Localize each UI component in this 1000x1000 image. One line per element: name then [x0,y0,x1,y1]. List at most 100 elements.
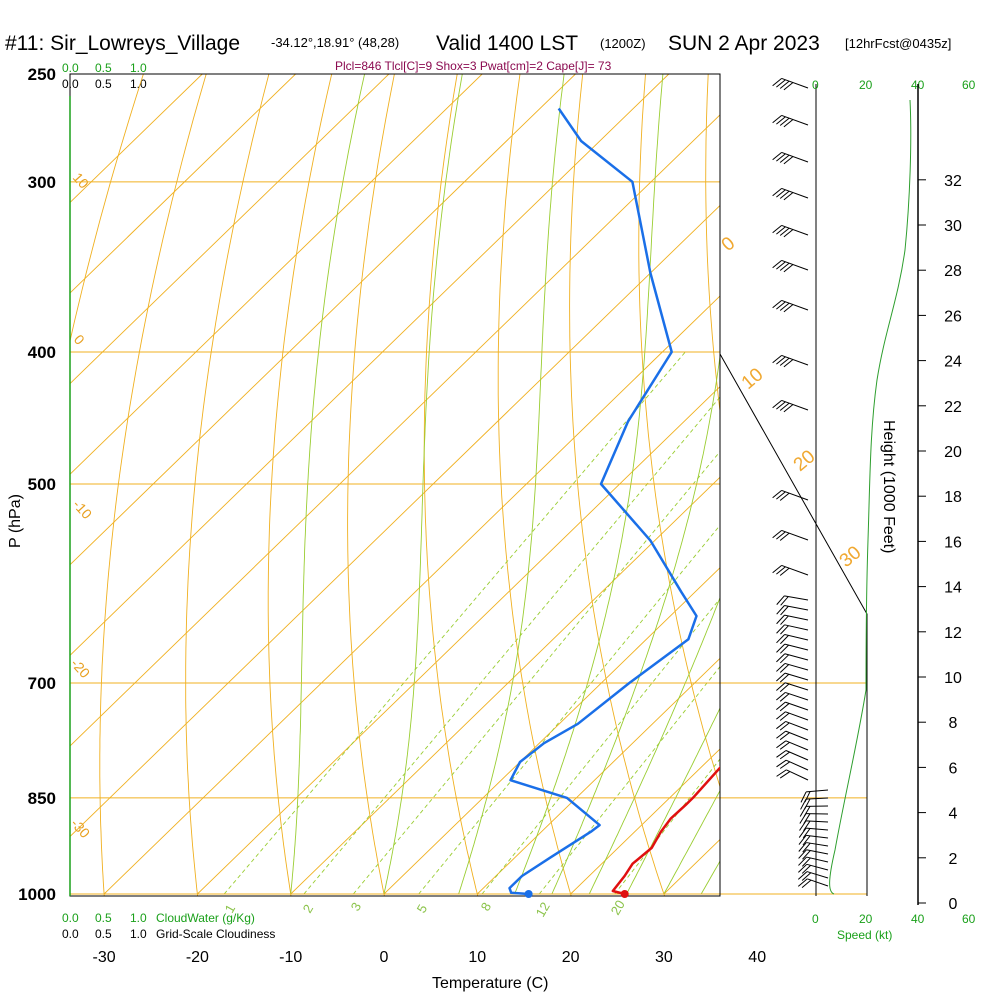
isotherm-line [851,74,1000,894]
mixing-ratio-label: 5 [414,902,431,916]
speed-bottom-tick-0: 0 [812,912,819,926]
wind-barb [776,643,809,654]
wind-barb [776,614,809,625]
wind-barb [772,354,809,368]
isotherm-label: 10 [70,169,92,191]
isotherm-line [70,74,296,294]
speed-top-tick-0: 0 [812,78,819,92]
wind-barb [776,662,809,673]
wind-barb [772,299,809,313]
pressure-tick-label: 400 [28,343,56,362]
wind-barb [776,633,809,645]
wind-barb [798,834,829,846]
wind-barb [772,399,809,413]
mixing-ratio-label: 8 [478,900,495,914]
wind-barb [772,224,809,238]
cloudiness-bottom-tick-0: 0.0 [62,927,79,941]
surface-dewpoint-marker [524,890,533,898]
pressure-tick-label: 850 [28,789,56,808]
moist-adiabat-line [626,706,720,895]
wind-barb [798,856,829,867]
cloudwater-tick-2: 1.0 [130,61,147,75]
wind-barb [772,151,809,165]
mixing-ratio-label: 20 [608,897,628,917]
pressure-tick-label: 500 [28,475,56,494]
moist-adiabat-line [588,596,720,895]
wind-barb [776,653,809,664]
valid-time: Valid 1400 LST [436,32,578,55]
cloudwater-legend-label: CloudWater (g/Kg) [156,911,255,925]
dry-adiabat-line [569,74,666,896]
surface-temperature-marker [620,890,629,898]
mixing-ratio-line [353,450,720,895]
cloudwater-tick-0: 0.0 [62,61,79,75]
height-tick-label: 28 [944,263,962,280]
temperature-profile [611,765,720,896]
speed-bottom-tick-40: 40 [911,912,925,926]
wind-barb [772,489,809,501]
y-axis-label: P (hPa) [7,494,24,548]
station-coords: -34.12°,18.91° (48,28) [271,35,399,50]
station-title: #11: Sir_Lowreys_Village [5,32,240,55]
wind-barb [776,720,809,731]
plot-frame [69,73,721,897]
cloudwater-tick-1: 0.5 [95,61,112,75]
moist-adiabat-line [663,789,720,895]
pressure-tick-label: 1000 [18,885,56,904]
cloudiness-bottom-tick-1: 0.5 [95,927,112,941]
wind-barb [798,863,829,874]
wind-barb [776,691,809,702]
isotherm-label: -30 [68,815,94,841]
cloudiness-tick-1: 0.5 [95,77,112,91]
wind-barb [776,711,809,721]
dewpoint-profile [508,107,698,896]
temperature-tick-label: 40 [748,949,766,966]
dry-adiabat-line [958,50,1000,923]
temperature-tick-label: -30 [93,949,116,966]
forecast-date: SUN 2 Apr 2023 [668,32,820,55]
dry-adiabat-line [705,74,720,415]
dry-adiabat-line [267,74,333,896]
isotherm-line [70,74,483,475]
utc-time: (1200Z) [600,36,646,51]
isotherm-label: -10 [70,496,96,522]
dry-adiabat-label: 0 [718,233,740,256]
height-tick-label: 18 [944,489,962,506]
mixing-ratio-line [614,758,720,895]
height-tick-label: 10 [944,670,962,687]
pressure-tick-label: 250 [28,65,56,84]
temperature-tick-label: 30 [655,949,673,966]
wind-barb [797,871,829,881]
height-tick-label: 2 [949,851,958,868]
wind-barb [776,604,809,616]
wind-barb [799,813,829,824]
dry-adiabat-line [771,50,958,923]
height-tick-label: 8 [949,715,958,732]
wind-barb [776,624,809,635]
moist-adiabat-line [290,74,366,895]
height-tick-label: 20 [944,444,962,461]
wind-barb [772,564,809,576]
height-axis-label: Height (1000 Feet) [880,420,897,553]
moist-adiabat-line [514,74,664,895]
wind-barb [776,701,809,712]
cloudiness-scale-top: 0.0 0.5 1.0 [62,77,147,91]
dry-adiabat-line [70,74,144,344]
cloudiness-tick-2: 1.0 [130,77,147,91]
x-axis-label: Temperature (C) [432,975,548,992]
mixing-ratio-label: 3 [348,900,365,914]
dry-adiabat-line [638,74,720,789]
wind-barb [776,595,809,606]
dry-adiabat-label: 10 [738,364,768,394]
height-tick-label: 26 [944,308,962,325]
mixing-ratio-label: 2 [300,902,317,916]
wind-barb [797,878,829,889]
dry-adiabat-line [347,74,395,896]
cloudiness-bottom-tick-2: 1.0 [130,927,147,941]
wind-barb [776,672,809,683]
dry-adiabat-line [185,74,270,896]
cloudwater-bottom-tick-2: 1.0 [130,911,147,925]
height-tick-label: 4 [949,806,958,823]
height-tick-label: 16 [944,534,962,551]
